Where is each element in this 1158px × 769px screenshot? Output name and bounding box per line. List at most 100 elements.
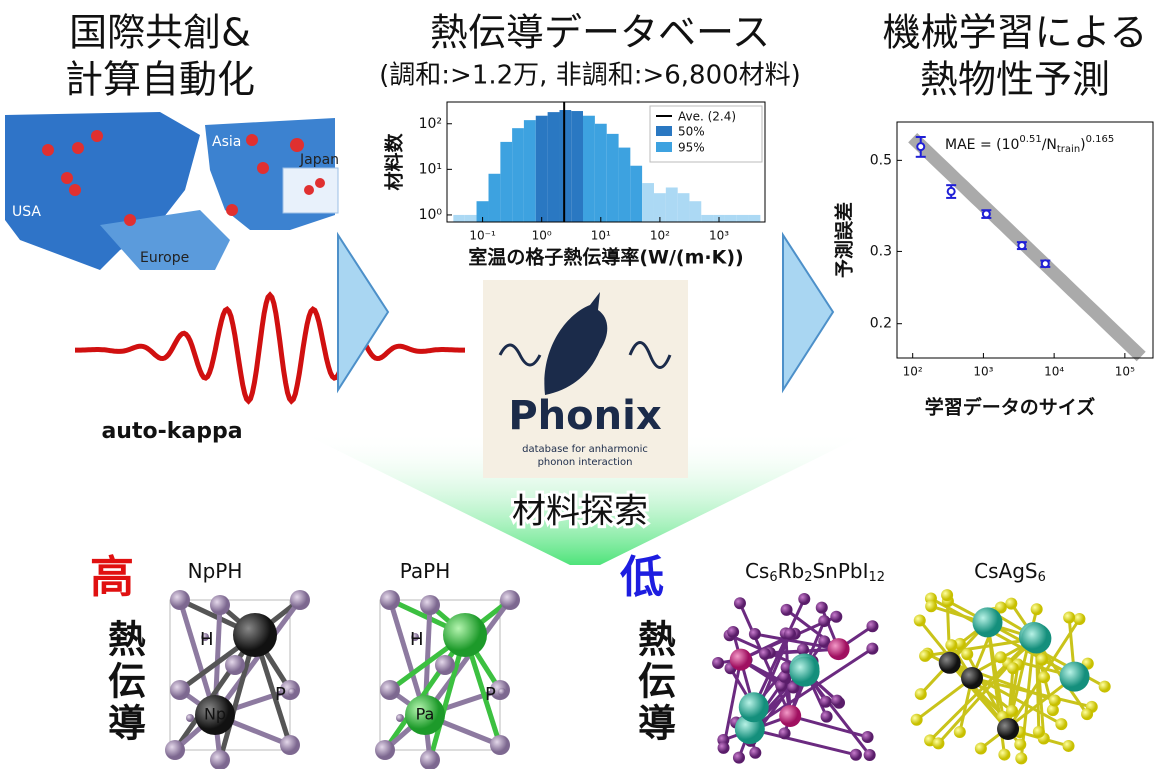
atom [849,748,862,761]
atom [919,649,932,662]
map: USA Europe Asia Japan [5,112,339,270]
atom [775,679,788,692]
fit-annotation-part: MAE = (10 [945,137,1019,153]
atom-label: P [485,684,496,705]
auto-kappa-wave [75,291,465,405]
material-name-part: PaPH [400,559,451,583]
atom [953,726,966,739]
atom [1036,653,1049,666]
right-title: 熱物性予測 [920,58,1110,102]
atom-label: H [200,629,214,650]
atom [748,628,761,641]
x-tick-label: 10⁴ [1044,365,1064,379]
vertical-label: 高 [90,552,134,603]
data-point [1040,259,1050,269]
x-tick-label: 10¹ [591,229,611,243]
material-name: PaPH [400,559,451,583]
atom [201,633,209,641]
y-tick-label: 10¹ [419,161,442,177]
map-label: Japan [299,152,339,168]
atom [1038,671,1051,684]
atom [938,651,961,674]
fit-annotation-part: train [1057,144,1080,155]
bond [1019,636,1036,759]
atom [994,651,1007,664]
material-name: CsAgS6 [974,559,1046,585]
atom [780,603,793,616]
x-tick-label: 10⁰ [532,229,552,243]
atom [961,648,974,661]
atom [170,680,190,700]
phonix-subtitle: phonon interaction [538,457,633,468]
atom [729,648,752,671]
center-title: 熱伝導データベース [430,11,770,55]
atom [1048,694,1061,707]
bond [172,633,258,752]
y-tick-label: 0.2 [870,316,892,332]
atom [195,695,235,735]
atom [818,615,831,628]
atom [972,607,1003,638]
histogram-bar [653,193,666,222]
atom [789,656,820,687]
cell [169,599,291,751]
search-label: 材料探索 [512,492,648,532]
map-label: Europe [140,250,189,266]
y-tick-label: 0.5 [870,152,892,168]
bond [789,714,868,739]
atom [866,620,879,633]
data-point [916,142,926,152]
atom [500,590,520,610]
material-name-part: 6 [769,570,777,585]
data-point [1017,241,1027,251]
atom [796,643,809,656]
bond [948,661,1013,713]
atom [233,613,277,657]
auto-kappa-logo: auto-kappa [101,419,242,444]
phonix-title: Phonix [508,393,661,439]
x-tick-label: 10³ [973,365,993,379]
atom [405,695,445,735]
y-axis-label: 予測誤差 [833,202,856,278]
material-name-part: 12 [869,570,886,585]
legend-swatch [656,142,672,152]
bond [979,675,1076,750]
atom [831,694,844,707]
atom [1063,611,1076,624]
atom [380,680,400,700]
histogram-bar [453,214,465,222]
atom [827,638,850,661]
bond [749,647,874,731]
atom [1055,718,1068,731]
y-axis-label: 材料数 [383,133,406,191]
material-name: Cs6Rb2SnPbI12 [745,559,885,585]
atom [225,655,245,675]
atom [210,750,230,769]
map-label: Asia [212,134,241,150]
histogram-bar [642,183,654,222]
atom [932,737,945,750]
atom [1021,623,1052,654]
atom [910,713,923,726]
legend-label: Ave. (2.4) [678,110,736,124]
atom [165,740,185,760]
vertical-label: 低 [620,552,664,603]
atom [1014,738,1027,751]
vertical-label: 導 [638,702,676,746]
vertical-label: 伝 [638,660,676,704]
atom [815,601,828,614]
data-point [981,209,991,219]
atom [1032,725,1045,738]
y-tick-label: 10² [419,116,442,132]
atom [738,692,769,723]
charts: 10⁻¹ 10⁰ 10¹ 10² 10³ 10⁰ 10¹ 10² Ave. (2.4)50% 95… [383,101,1154,419]
atom [396,714,404,722]
atom [778,727,791,740]
material-name-part: 6 [1038,570,1046,585]
material-name-part: NpPH [188,559,243,583]
histogram-bar [689,201,702,222]
atom [787,681,800,694]
left-title: 計算自動化 [65,58,255,102]
bond [915,676,973,721]
right-title: 機械学習による [883,11,1148,55]
